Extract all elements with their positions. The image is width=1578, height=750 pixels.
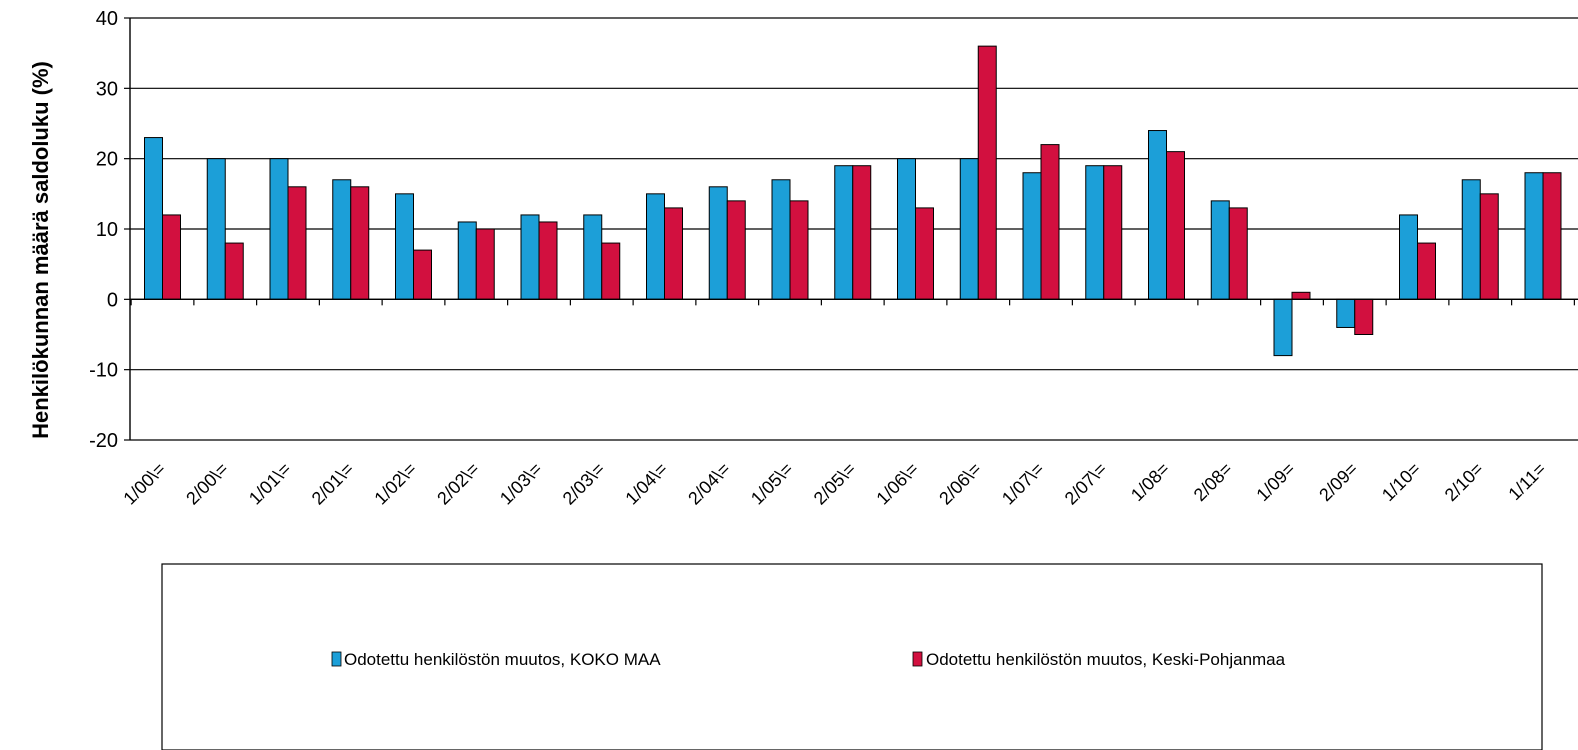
x-tick-labels: 1/00\= 2/00\= 1/01\= 2/01\= 1/02\= 2/02\= 1/03… [119, 459, 1549, 509]
bar-koko-maa [1461, 179, 1481, 300]
bar-koko-maa [269, 158, 289, 300]
bar-keski-pohjanmaa [601, 242, 621, 300]
x-tick-label: 2/07\= [1061, 459, 1111, 509]
y-tick-label: 10 [96, 219, 118, 241]
x-tick-label: 1/07\= [998, 459, 1048, 509]
bar-koko-maa [520, 214, 540, 300]
y-axis-title: Henkilökunnan määrä saldoluku (%) [28, 61, 53, 439]
x-tick-label: 1/09= [1252, 459, 1298, 505]
bar-koko-maa [1273, 298, 1293, 357]
x-tick-label: 1/00\= [119, 459, 169, 509]
axes [124, 17, 1578, 441]
bar-keski-pohjanmaa [413, 249, 432, 300]
bar-koko-maa [771, 179, 791, 300]
bar-keski-pohjanmaa [977, 45, 997, 300]
x-tick-label: 2/06\= [935, 459, 985, 509]
x-tick-label: 2/08= [1190, 459, 1236, 505]
bar-keski-pohjanmaa [1291, 291, 1311, 300]
legend: Odotettu henkilöstön muutos, KOKO MAA Od… [161, 563, 1543, 750]
bar-keski-pohjanmaa [789, 200, 809, 300]
legend-swatch-keski-pohjanmaa [912, 651, 923, 667]
x-tick-label: 1/10= [1378, 459, 1424, 505]
x-tick-label: 2/00\= [182, 459, 232, 509]
bar-keski-pohjanmaa [1354, 298, 1374, 336]
bar-koko-maa [834, 165, 854, 300]
x-tick-label: 1/02\= [370, 459, 420, 509]
bar-koko-maa [1524, 172, 1544, 300]
bar-keski-pohjanmaa [1166, 151, 1185, 300]
bar-koko-maa [144, 137, 163, 300]
bar-keski-pohjanmaa [726, 200, 746, 300]
bar-keski-pohjanmaa [162, 214, 181, 300]
bar-keski-pohjanmaa [224, 242, 244, 300]
bar-koko-maa [646, 193, 665, 300]
bar-keski-pohjanmaa [287, 186, 307, 300]
x-tick-label: 1/01\= [245, 459, 295, 509]
x-tick-label: 1/05\= [747, 459, 797, 509]
x-tick-label: 1/08= [1127, 459, 1173, 505]
y-tick-label: -10 [89, 360, 118, 382]
bar-keski-pohjanmaa [1417, 242, 1436, 300]
legend-box [161, 563, 1543, 750]
x-tick-label: 1/06\= [872, 459, 922, 509]
y-tick-label: 0 [107, 289, 118, 311]
x-tick-label: 2/02\= [433, 459, 483, 509]
bar-keski-pohjanmaa [852, 165, 872, 300]
legend-label-koko-maa: Odotettu henkilöstön muutos, KOKO MAA [344, 650, 661, 669]
bar-koko-maa [332, 179, 352, 300]
y-tick-label: -20 [89, 430, 118, 452]
bar-keski-pohjanmaa [664, 207, 683, 300]
bar-koko-maa [583, 214, 603, 300]
bar-keski-pohjanmaa [1228, 207, 1248, 300]
x-tick-label: 2/03\= [559, 459, 609, 509]
y-tick-label: 40 [96, 8, 118, 30]
bar-keski-pohjanmaa [1542, 172, 1562, 300]
bar-keski-pohjanmaa [475, 228, 495, 300]
bar-keski-pohjanmaa [1103, 165, 1123, 300]
y-tick-labels: 40 30 20 10 0 -10 -20 [89, 8, 118, 452]
x-tick-label: 2/10= [1441, 459, 1487, 505]
bar-koko-maa [708, 186, 728, 300]
x-tick-label: 1/03\= [496, 459, 546, 509]
legend-swatch-koko-maa [331, 651, 342, 667]
bar-keski-pohjanmaa [1040, 144, 1060, 300]
legend-label-keski-pohjanmaa: Odotettu henkilöstön muutos, Keski-Pohja… [926, 650, 1286, 669]
x-tick-label: 2/09= [1315, 459, 1361, 505]
bar-koko-maa [1148, 130, 1167, 300]
bar-keski-pohjanmaa [350, 186, 370, 300]
bar-koko-maa [897, 158, 916, 300]
bar-koko-maa [395, 193, 414, 300]
bars [144, 45, 1562, 357]
x-tick-label: 2/04\= [684, 459, 734, 509]
x-tick-label: 1/11= [1504, 459, 1549, 504]
bar-koko-maa [1210, 200, 1230, 300]
bar-koko-maa [1022, 172, 1042, 300]
x-tick-label: 2/01\= [308, 459, 358, 509]
bar-koko-maa [206, 158, 226, 300]
bar-koko-maa [1085, 165, 1105, 300]
x-tick-label: 1/04\= [621, 459, 671, 509]
bar-koko-maa [959, 158, 979, 300]
bar-keski-pohjanmaa [915, 207, 934, 300]
x-tick-label: 2/05\= [810, 459, 860, 509]
y-tick-label: 30 [96, 78, 118, 100]
bar-koko-maa [1399, 214, 1418, 300]
bar-koko-maa [457, 221, 477, 300]
bar-keski-pohjanmaa [538, 221, 558, 300]
bar-keski-pohjanmaa [1479, 193, 1499, 300]
bar-koko-maa [1336, 298, 1356, 328]
y-tick-label: 20 [96, 149, 118, 171]
